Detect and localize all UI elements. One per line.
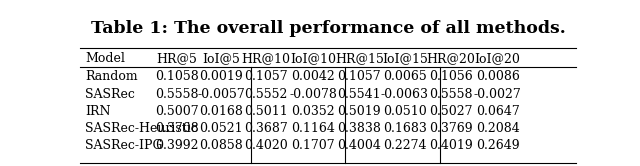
Text: 0.1058: 0.1058 — [155, 70, 198, 83]
Text: 0.0168: 0.0168 — [200, 105, 243, 118]
Text: IoI@20: IoI@20 — [475, 52, 520, 65]
Text: 0.1707: 0.1707 — [291, 139, 335, 152]
Text: 0.5558: 0.5558 — [429, 87, 473, 101]
Text: 0.2274: 0.2274 — [383, 139, 427, 152]
Text: 0.4020: 0.4020 — [244, 139, 288, 152]
Text: 0.0352: 0.0352 — [291, 105, 335, 118]
Text: 0.0086: 0.0086 — [476, 70, 520, 83]
Text: 0.5011: 0.5011 — [244, 105, 288, 118]
Text: SASRec-IPG: SASRec-IPG — [85, 139, 163, 152]
Text: Model: Model — [85, 52, 125, 65]
Text: 0.0042: 0.0042 — [291, 70, 335, 83]
Text: 0.0521: 0.0521 — [200, 122, 243, 135]
Text: 0.4019: 0.4019 — [429, 139, 473, 152]
Text: 0.1057: 0.1057 — [244, 70, 288, 83]
Text: Random: Random — [85, 70, 138, 83]
Text: 0.5558: 0.5558 — [155, 87, 198, 101]
Text: 0.5027: 0.5027 — [429, 105, 473, 118]
Text: HR@20: HR@20 — [427, 52, 476, 65]
Text: 0.1164: 0.1164 — [291, 122, 335, 135]
Text: 0.1056: 0.1056 — [429, 70, 473, 83]
Text: 0.0858: 0.0858 — [200, 139, 243, 152]
Text: 0.3838: 0.3838 — [337, 122, 381, 135]
Text: SASRec-Heuristic: SASRec-Heuristic — [85, 122, 198, 135]
Text: 0.3992: 0.3992 — [155, 139, 198, 152]
Text: Table 1: The overall performance of all methods.: Table 1: The overall performance of all … — [91, 20, 565, 37]
Text: SASRec: SASRec — [85, 87, 135, 101]
Text: 0.4004: 0.4004 — [337, 139, 381, 152]
Text: 0.2084: 0.2084 — [476, 122, 520, 135]
Text: IoI@15: IoI@15 — [382, 52, 428, 65]
Text: 0.0510: 0.0510 — [383, 105, 427, 118]
Text: HR@10: HR@10 — [241, 52, 291, 65]
Text: 0.1683: 0.1683 — [383, 122, 427, 135]
Text: 0.0065: 0.0065 — [383, 70, 427, 83]
Text: 0.0647: 0.0647 — [476, 105, 520, 118]
Text: 0.1057: 0.1057 — [337, 70, 381, 83]
Text: 0.2649: 0.2649 — [476, 139, 520, 152]
Text: 0.3708: 0.3708 — [155, 122, 198, 135]
Text: 0.5541: 0.5541 — [337, 87, 381, 101]
Text: HR@5: HR@5 — [156, 52, 197, 65]
Text: IoI@5: IoI@5 — [202, 52, 240, 65]
Text: IoI@10: IoI@10 — [290, 52, 336, 65]
Text: -0.0063: -0.0063 — [381, 87, 429, 101]
Text: 0.5019: 0.5019 — [337, 105, 381, 118]
Text: -0.0057: -0.0057 — [198, 87, 245, 101]
Text: IRN: IRN — [85, 105, 111, 118]
Text: -0.0078: -0.0078 — [289, 87, 337, 101]
Text: 0.5552: 0.5552 — [244, 87, 288, 101]
Text: -0.0027: -0.0027 — [474, 87, 522, 101]
Text: 0.3687: 0.3687 — [244, 122, 288, 135]
Text: HR@15: HR@15 — [335, 52, 384, 65]
Text: 0.0019: 0.0019 — [200, 70, 243, 83]
Text: 0.5007: 0.5007 — [155, 105, 198, 118]
Text: 0.3769: 0.3769 — [429, 122, 473, 135]
